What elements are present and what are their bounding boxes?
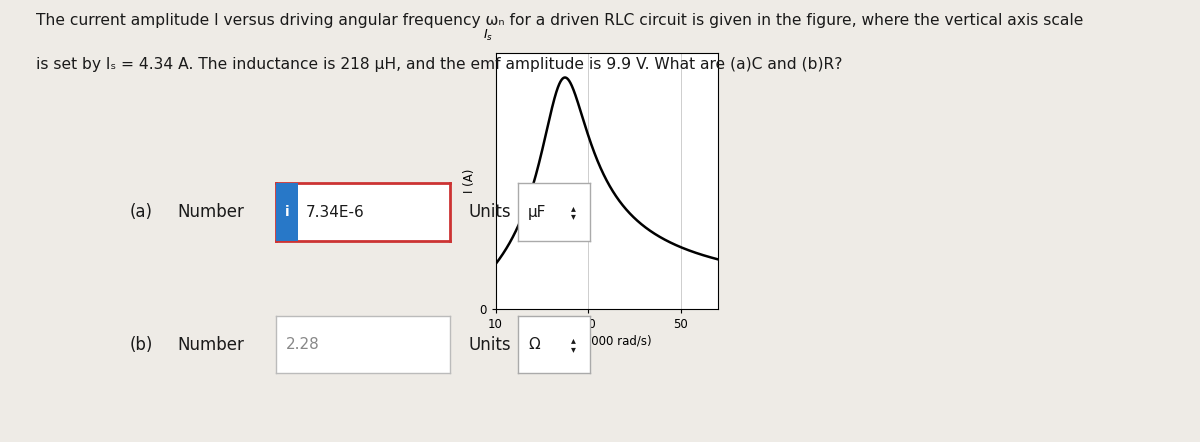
Text: is set by Iₛ = 4.34 A. The inductance is 218 μH, and the emf amplitude is 9.9 V.: is set by Iₛ = 4.34 A. The inductance is…	[36, 57, 842, 72]
Text: Number: Number	[178, 203, 245, 221]
Text: ▴
▾: ▴ ▾	[571, 335, 576, 354]
Text: Units: Units	[468, 336, 511, 354]
Text: (b): (b)	[130, 336, 152, 354]
Text: Number: Number	[178, 336, 245, 354]
X-axis label: ωₙ (1000 rad/s): ωₙ (1000 rad/s)	[562, 334, 652, 347]
Text: ▴
▾: ▴ ▾	[571, 203, 576, 221]
Text: 7.34E-6: 7.34E-6	[306, 205, 365, 220]
Text: $I_s$: $I_s$	[484, 28, 493, 43]
Text: (a): (a)	[130, 203, 152, 221]
Text: Units: Units	[468, 203, 511, 221]
Y-axis label: I (A): I (A)	[463, 169, 476, 194]
Text: μF: μF	[528, 205, 546, 220]
Text: The current amplitude I versus driving angular frequency ωₙ for a driven RLC cir: The current amplitude I versus driving a…	[36, 13, 1084, 28]
Text: Ω: Ω	[528, 337, 540, 352]
Text: 2.28: 2.28	[286, 337, 319, 352]
Text: i: i	[284, 205, 289, 219]
